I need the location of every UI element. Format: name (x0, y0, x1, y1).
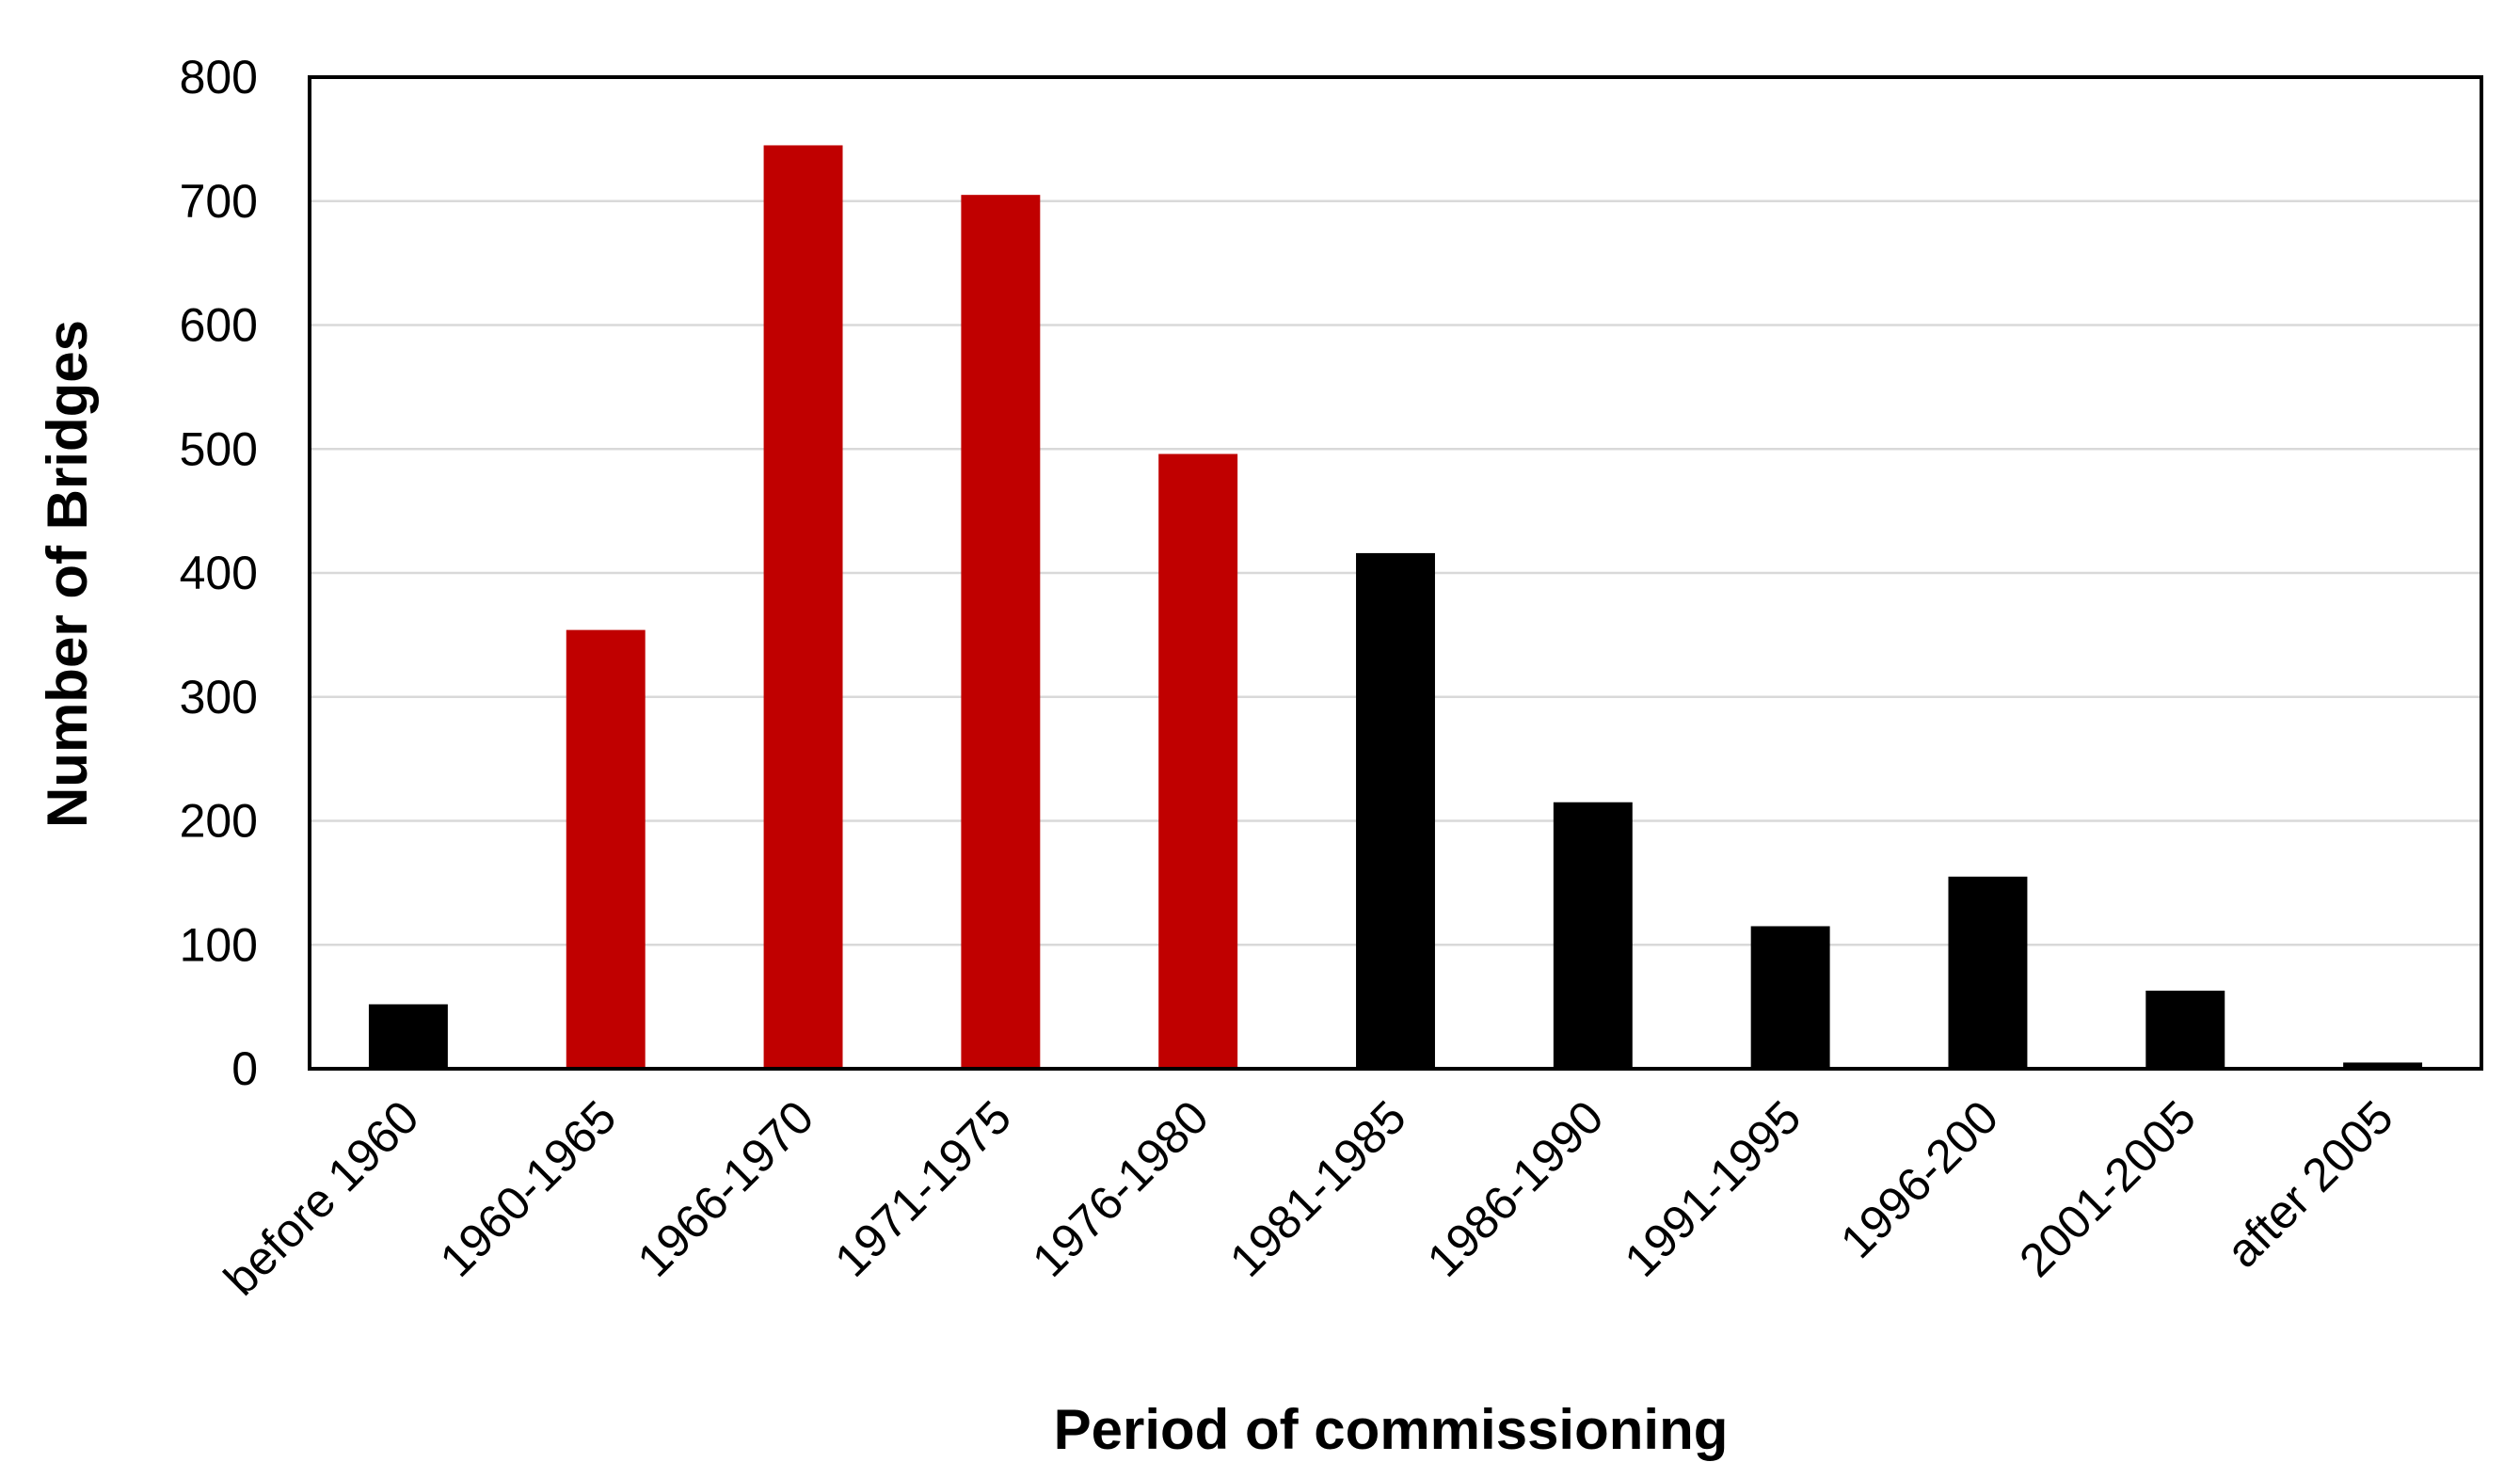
y-axis-title: Number of Bridges (36, 320, 99, 828)
y-tick-label: 200 (180, 795, 258, 848)
bar-1971-1975 (961, 195, 1041, 1070)
x-tick-label: after 2005 (2216, 1090, 2403, 1278)
x-tick-label: 1981-1985 (1220, 1090, 1416, 1287)
bars (368, 145, 2423, 1070)
bar-1996-200 (1948, 876, 2028, 1069)
x-tick-label: 1986-1990 (1417, 1090, 1614, 1287)
x-tick-label: 2001-2005 (2009, 1090, 2206, 1287)
y-tick-label: 0 (231, 1042, 258, 1095)
bar-1966-1970 (763, 145, 843, 1069)
plot-frame (308, 75, 2483, 1071)
x-tick-labels: before 1960 1960-1965 1966-1970 1971-1975 19… (214, 1090, 2403, 1305)
y-tick-label: 500 (180, 422, 258, 475)
bar-2001-2005 (2145, 990, 2225, 1069)
x-tick-label: 1991-1995 (1615, 1090, 1811, 1287)
x-tick-label: 1976-1980 (1022, 1090, 1219, 1287)
bar-before-1960 (368, 1004, 448, 1069)
bar-after-2005 (2343, 1062, 2423, 1069)
bar-1960-1965 (566, 629, 646, 1069)
y-tick-label: 700 (180, 175, 258, 228)
bar-1986-1990 (1553, 802, 1633, 1069)
bar-1991-1995 (1750, 926, 1830, 1069)
x-tick-label: 1966-1970 (628, 1090, 824, 1287)
y-tick-label: 800 (180, 51, 258, 103)
bar-1981-1985 (1356, 552, 1435, 1069)
bar-1976-1980 (1158, 453, 1238, 1069)
x-tick-label: 1960-1965 (430, 1090, 627, 1287)
y-tick-labels: 0 100 200 300 400 500 600 700 800 (180, 51, 258, 1095)
y-tick-label: 600 (180, 299, 258, 352)
x-axis-title: Period of commissioning (1054, 1398, 1729, 1461)
x-tick-label: before 1960 (214, 1090, 428, 1305)
x-tick-label: 1996-200 (1830, 1090, 2008, 1268)
y-tick-label: 300 (180, 671, 258, 723)
x-tick-label: 1971-1975 (824, 1090, 1021, 1287)
y-tick-label: 100 (180, 918, 258, 971)
y-tick-label: 400 (180, 547, 258, 599)
